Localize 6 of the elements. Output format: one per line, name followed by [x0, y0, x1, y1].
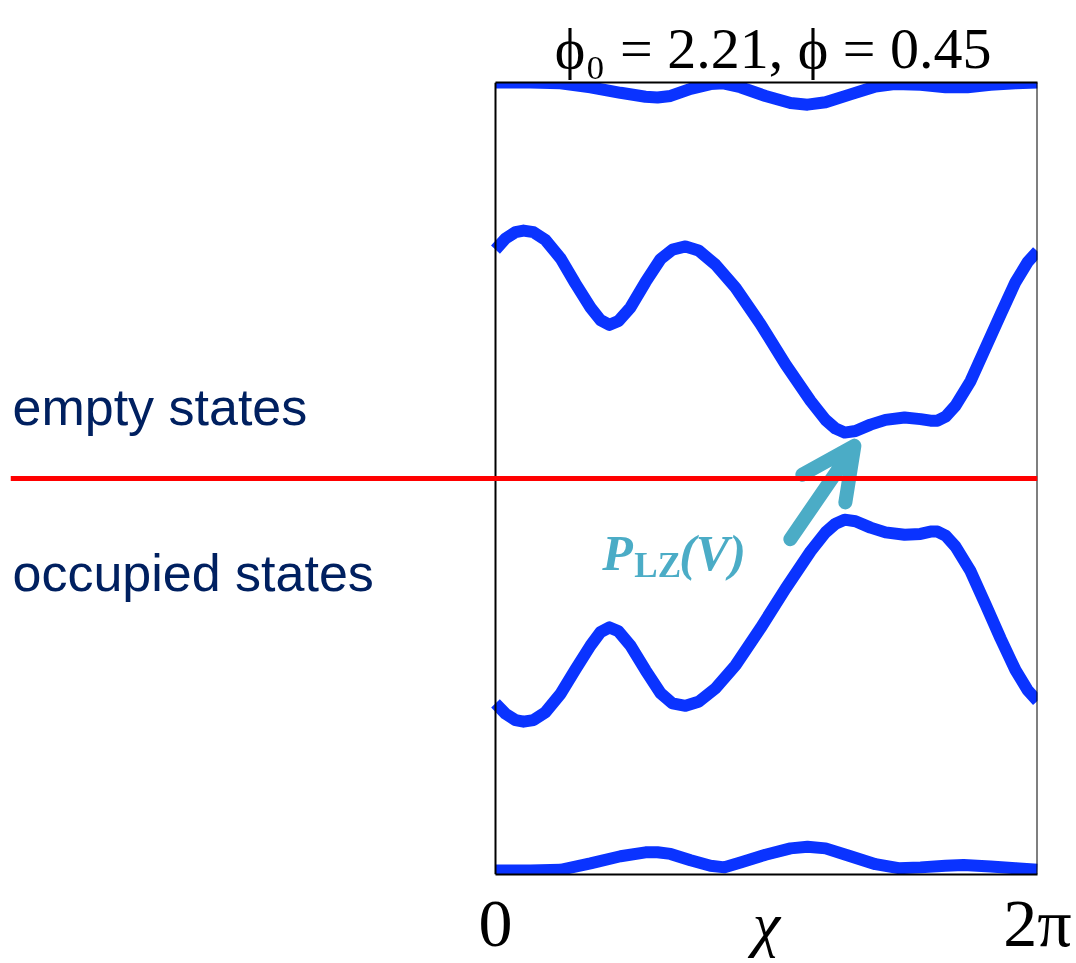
chart-title: ϕ₀ = 2.21, ϕ = 0.45 [554, 15, 992, 81]
text: occupied states [12, 543, 374, 602]
x-tick-label: 2π [1003, 884, 1072, 961]
x-tick-label: 0 [478, 884, 513, 961]
x-axis-title: χ [747, 890, 782, 959]
text: empty states [12, 378, 308, 437]
